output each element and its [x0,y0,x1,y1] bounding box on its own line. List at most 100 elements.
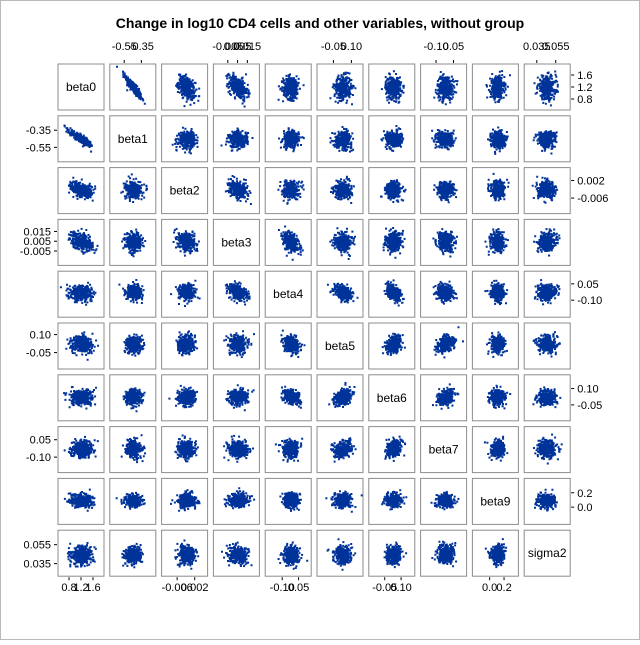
cell-beta9-vs-beta1 [109,477,157,525]
cell-beta7-vs-beta0 [57,426,105,474]
scatter-points [63,488,96,512]
scatter-points [382,227,406,259]
cell-beta2-vs-beta7 [420,167,468,215]
scatter-points [380,70,405,104]
cell-beta5-vs-beta5: beta5 [316,322,364,370]
left-tick-label: 0.035 [23,559,51,571]
bottom-tick-label: 0.8 [61,582,76,594]
scatter-points [175,330,199,357]
left-tick-label: -0.35 [26,125,51,137]
cell-beta4-vs-beta7 [420,270,468,318]
cell-beta6-vs-beta3 [212,374,260,422]
scatter-points [380,125,405,152]
scatter-points [224,280,251,306]
scatter-points [532,130,558,155]
cell-beta2-vs-beta9 [471,167,519,215]
scatter-points [533,279,561,306]
scatter-points [531,175,559,204]
cell-border [212,270,260,318]
right-tick-label: -0.05 [577,400,602,412]
cell-border [368,374,416,422]
scatter-points [381,489,408,511]
cell-beta5-vs-sigma2 [523,322,571,370]
cell-beta3-vs-beta1 [109,218,157,266]
cell-beta7-vs-beta4 [264,426,312,474]
scatter-points [172,227,200,257]
cell-beta4-vs-beta6 [368,270,416,318]
cell-sigma2-vs-beta3 [212,529,260,577]
cell-beta0-vs-beta4 [264,63,312,111]
cell-sigma2-vs-beta6 [368,529,416,577]
right-tick-label: -0.10 [577,295,602,307]
cell-beta6-vs-beta5 [316,374,364,422]
scatter-points [277,179,305,205]
cell-beta0-vs-sigma2 [523,63,571,111]
cell-beta0-vs-beta6 [368,63,416,111]
scatter-points [330,175,355,204]
bottom-tick-label: 0.002 [181,582,209,594]
scatter-points [120,173,148,203]
right-tick-label: 0.0 [577,502,592,514]
scatter-points [170,489,201,512]
left-tick-label: 0.005 [23,236,51,248]
scatter-points [487,172,510,202]
scatter-points [484,279,509,306]
scatter-points [487,126,509,155]
top-tick-label: 0.05 [443,41,464,53]
scatter-points [485,70,511,104]
cell-beta7-vs-beta2 [161,426,209,474]
scatter-points [533,433,563,465]
cell-sigma2-vs-beta4 [264,529,312,577]
cell-beta3-vs-beta0 [57,218,105,266]
scatter-points [63,386,97,410]
cell-beta6-vs-sigma2 [523,374,571,422]
cell-beta5-vs-beta3 [212,322,260,370]
chart-title: Change in log10 CD4 cells and other vari… [116,15,524,31]
top-tick-label: 0.015 [234,41,262,53]
cell-beta9-vs-beta4 [264,477,312,525]
top-tick-label: 0.10 [341,41,362,53]
top-tick-label: 0.035 [523,41,551,53]
scatter-points [174,539,200,570]
diagonal-label: beta3 [221,235,251,249]
scatter-points [380,179,407,203]
cell-beta0-vs-beta7 [420,63,468,111]
scatter-points [280,385,303,409]
scatter-points [533,228,561,257]
top-tick-label: 0.055 [542,41,570,53]
bottom-tick-label: 1.2 [73,582,88,594]
scatter-points [67,227,99,255]
cell-beta2-vs-beta0 [57,167,105,215]
scatter-points [381,332,406,356]
cell-beta7-vs-beta6 [368,426,416,474]
cell-beta5-vs-beta7 [420,322,468,370]
right-tick-label: -0.006 [577,193,608,205]
scatter-points [121,228,147,258]
scatter-points [484,228,509,256]
right-tick-label: 1.6 [577,70,592,82]
cell-beta1-vs-beta4 [264,115,312,163]
cell-beta4-vs-beta4: beta4 [264,270,312,318]
cell-beta1-vs-sigma2 [523,115,571,163]
diagonal-label: beta5 [325,339,355,353]
scatter-points [223,434,254,463]
scatter-points [533,70,559,107]
scatter-points [326,282,359,304]
scatter-points [122,387,146,413]
scatter-points [483,435,509,462]
cell-beta9-vs-sigma2 [523,477,571,525]
cell-beta3-vs-beta3: beta3 [212,218,260,266]
cell-beta0-vs-beta9 [471,63,519,111]
cell-beta1-vs-beta6 [368,115,416,163]
cell-beta2-vs-sigma2 [523,167,571,215]
cell-beta4-vs-beta9 [471,270,519,318]
left-tick-label: -0.10 [26,452,51,464]
cell-beta9-vs-beta9: beta9 [471,477,519,525]
cell-border [57,270,105,318]
cell-border [57,63,105,111]
scatter-points [383,279,405,307]
cell-beta3-vs-beta9 [471,218,519,266]
scatter-points [278,127,305,153]
